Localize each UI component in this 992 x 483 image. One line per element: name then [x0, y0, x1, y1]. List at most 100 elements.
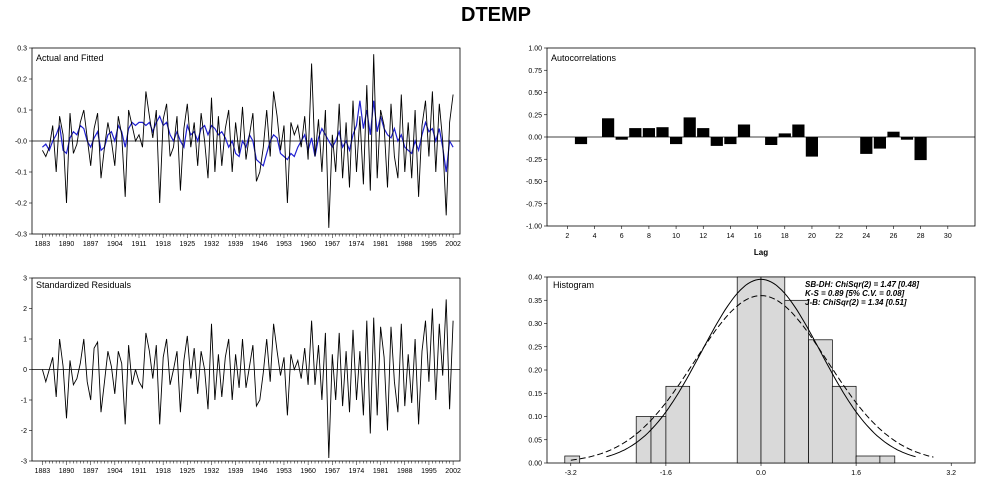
- x-tick-label: 1918: [155, 468, 171, 475]
- y-tick-label: 0.3: [17, 46, 27, 53]
- y-tick-label: 0.40: [528, 275, 542, 282]
- x-tick-label: -1.6: [660, 470, 672, 477]
- y-tick-label: 0.75: [528, 68, 542, 75]
- chart-title: Actual and Fitted: [36, 53, 104, 63]
- acf-bar: [656, 127, 669, 137]
- y-tick-label: -2: [21, 428, 27, 435]
- test-statistics: SB-DH: ChiSqr(2) = 1.47 [0.48]K-S = 0.89…: [805, 280, 919, 307]
- acf-bar: [710, 137, 723, 146]
- histogram-bars: [564, 276, 896, 464]
- y-tick-label: 0.15: [528, 391, 542, 398]
- x-tick-label: 10: [672, 233, 680, 240]
- histogram-bar: [784, 299, 809, 464]
- chart-title: Standardized Residuals: [36, 280, 132, 290]
- x-tick-label: 20: [808, 233, 816, 240]
- x-tick-label: 1939: [228, 241, 244, 248]
- y-tick-label: 2: [23, 306, 27, 313]
- x-tick-label: 1925: [180, 241, 196, 248]
- histogram-bar: [564, 455, 581, 464]
- y-tick-label: -1: [21, 398, 27, 405]
- x-tick-label: 1967: [325, 468, 341, 475]
- y-tick-label: -0.75: [526, 201, 542, 208]
- x-tick-label: 1925: [180, 468, 196, 475]
- acf-bar: [900, 137, 914, 140]
- y-tick-label: -1.00: [526, 224, 542, 231]
- x-tick-label: 2: [565, 233, 569, 240]
- x-axis: 1883 1890 1897 1904 1911 1918 1925 1932 1939 1946…: [35, 234, 461, 248]
- x-tick-label: 1988: [397, 468, 413, 475]
- x-tick-label: 1904: [107, 468, 123, 475]
- acf-bar: [574, 137, 588, 145]
- acf-bar: [805, 137, 818, 157]
- x-tick-label: 8: [647, 233, 651, 240]
- x-tick-label: 1981: [373, 241, 389, 248]
- y-axis: 1.00 0.75 0.50 0.25 0.00 -0.25 -0.50 -0.75 -1.00: [526, 46, 547, 231]
- x-tick-label: 14: [727, 233, 735, 240]
- x-tick-label: 1911: [131, 468, 146, 475]
- acf-bar: [737, 124, 751, 137]
- y-tick-label: -0.2: [15, 201, 27, 208]
- y-tick-label: 0.2: [17, 77, 27, 84]
- x-tick-label: 1939: [228, 468, 244, 475]
- kernel-density-curve: [570, 295, 934, 461]
- x-tick-label: 1953: [276, 468, 292, 475]
- x-axis: 1883 1890 1897 1904 1911 1918 1925 1932 1939 1946…: [35, 461, 461, 475]
- y-tick-label: 0.1: [17, 108, 27, 115]
- x-tick-label: 1897: [83, 241, 99, 248]
- x-tick-label: 1946: [252, 468, 268, 475]
- test-statistic-label: K-S = 0.89 [5% C.V. = 0.08]: [805, 289, 905, 298]
- acf-bar: [683, 117, 696, 137]
- x-tick-label: 6: [620, 233, 624, 240]
- y-tick-label: -0.25: [526, 157, 542, 164]
- y-tick-label: -0.0: [15, 139, 27, 146]
- y-tick-label: 0.10: [528, 414, 542, 421]
- x-tick-label: 1883: [35, 468, 51, 475]
- acf-bar: [642, 128, 655, 137]
- histogram-bar: [650, 416, 667, 464]
- y-tick-label: -0.3: [15, 232, 27, 239]
- x-axis: 2 4 6 8 10 12 14 16 18 20 22 24 26 28 30: [565, 226, 952, 240]
- actual-line: [42, 54, 454, 228]
- x-tick-label: 1995: [421, 468, 437, 475]
- acf-bar: [792, 124, 805, 137]
- histogram-bar: [736, 276, 762, 464]
- x-tick-label: 16: [754, 233, 762, 240]
- acf-bar: [670, 137, 683, 145]
- x-tick-label: 1904: [107, 241, 123, 248]
- acf-bar: [765, 137, 778, 145]
- y-axis: 0.3 0.2 0.1 -0.0 -0.1 -0.2 -0.3: [15, 46, 32, 239]
- y-tick-label: 1.00: [528, 46, 542, 53]
- autocorrelation-chart: Autocorrelations 1.00 0.75 0.50 0.25 0.00 -0.…: [526, 46, 976, 257]
- x-tick-label: 1890: [59, 241, 75, 248]
- x-tick-label: 2002: [445, 241, 461, 248]
- x-tick-label: 24: [862, 233, 870, 240]
- acf-bar: [629, 128, 642, 137]
- x-tick-label: 1974: [349, 241, 365, 248]
- acf-bar: [602, 118, 615, 137]
- figure-title: DTEMP: [461, 4, 531, 26]
- y-tick-label: -3: [21, 459, 27, 466]
- acf-bar: [778, 133, 791, 137]
- y-tick-label: 0.20: [528, 368, 542, 375]
- x-tick-label: 3.2: [946, 470, 956, 477]
- x-tick-label: 1988: [397, 241, 413, 248]
- x-tick-label: 4: [593, 233, 597, 240]
- acf-bar: [615, 137, 628, 140]
- histogram-bar: [879, 455, 896, 464]
- test-statistic-label: SB-DH: ChiSqr(2) = 1.47 [0.48]: [805, 280, 919, 289]
- x-tick-label: -3.2: [565, 470, 577, 477]
- acf-bar: [860, 137, 873, 154]
- x-tick-label: 12: [699, 233, 707, 240]
- y-tick-label: 0.00: [528, 461, 542, 468]
- y-tick-label: 0: [23, 367, 27, 374]
- x-tick-label: 1995: [421, 241, 437, 248]
- x-tick-label: 1960: [300, 468, 316, 475]
- acf-bar: [914, 137, 927, 161]
- x-tick-label: 1883: [35, 241, 51, 248]
- acf-bar: [697, 128, 710, 137]
- y-tick-label: 3: [23, 276, 27, 283]
- x-tick-label: 2002: [445, 468, 461, 475]
- x-axis-label: Lag: [754, 248, 768, 257]
- x-tick-label: 1946: [252, 241, 268, 248]
